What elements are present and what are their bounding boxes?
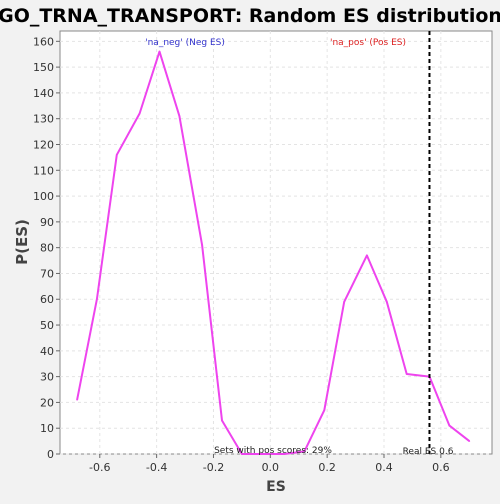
y-tick-label: 150 xyxy=(33,61,54,74)
data-point xyxy=(116,154,118,156)
data-point xyxy=(323,409,326,412)
data-point xyxy=(405,373,408,375)
y-tick-label: 90 xyxy=(40,216,54,229)
data-point xyxy=(303,450,306,453)
real-es-label: Real ES 0.6 xyxy=(403,447,454,457)
x-tick-label: 0.2 xyxy=(318,461,336,474)
data-point xyxy=(241,453,243,455)
y-tick-label: 130 xyxy=(33,113,54,126)
series-layer xyxy=(76,50,471,455)
y-tick-label: 70 xyxy=(40,267,54,280)
y-tick-label: 140 xyxy=(33,87,54,100)
data-point xyxy=(76,399,78,401)
pos-scores-annotation: Sets with pos scores: 29% xyxy=(214,446,332,456)
y-tick-label: 120 xyxy=(33,138,54,151)
data-point xyxy=(386,301,388,303)
y-tick-label: 0 xyxy=(47,448,54,461)
y-tick-label: 10 xyxy=(40,422,54,435)
data-point xyxy=(138,112,141,115)
es-distribution-line xyxy=(76,50,470,455)
y-axis-label: P(ES) xyxy=(13,219,31,265)
y-tick-label: 60 xyxy=(40,293,54,306)
y-tick-label: 30 xyxy=(40,371,54,384)
y-tick-label: 100 xyxy=(33,190,54,203)
x-tick-label: 0.6 xyxy=(432,461,450,474)
grid-lines xyxy=(60,31,492,455)
data-point xyxy=(221,419,223,422)
legend-neg-es: 'na_neg' (Neg ES) xyxy=(145,38,225,48)
x-tick-label: -0.6 xyxy=(89,461,110,474)
data-point xyxy=(283,453,286,455)
x-tick-label: 0.0 xyxy=(262,461,280,474)
data-point xyxy=(366,254,368,257)
data-point xyxy=(448,424,451,427)
x-tick-label: -0.4 xyxy=(146,461,167,474)
y-tick-label: 160 xyxy=(33,35,54,48)
y-tick-label: 20 xyxy=(40,396,54,409)
x-axis-label: ES xyxy=(266,479,286,495)
y-tick-label: 110 xyxy=(33,164,54,177)
data-point xyxy=(261,453,263,455)
axis-ticks: 0 10 20 30 40 50 60 70 80 90 100 110 120 130 140 150 160… xyxy=(33,35,450,474)
x-tick-label: 0.4 xyxy=(375,461,393,474)
y-tick-label: 50 xyxy=(40,319,54,332)
y-tick-label: 40 xyxy=(40,345,54,358)
x-tick-label: -0.2 xyxy=(203,461,224,474)
chart-title: GO_TRNA_TRANSPORT: Random ES distributio… xyxy=(0,5,500,27)
data-point xyxy=(96,298,98,301)
data-point xyxy=(158,50,161,53)
plot-area xyxy=(59,30,493,455)
legend-pos-es: 'na_pos' (Pos ES) xyxy=(330,38,406,48)
data-point xyxy=(201,244,203,246)
data-point xyxy=(468,440,471,442)
data-point xyxy=(343,301,346,303)
y-tick-label: 80 xyxy=(40,242,54,255)
data-point xyxy=(178,115,181,117)
